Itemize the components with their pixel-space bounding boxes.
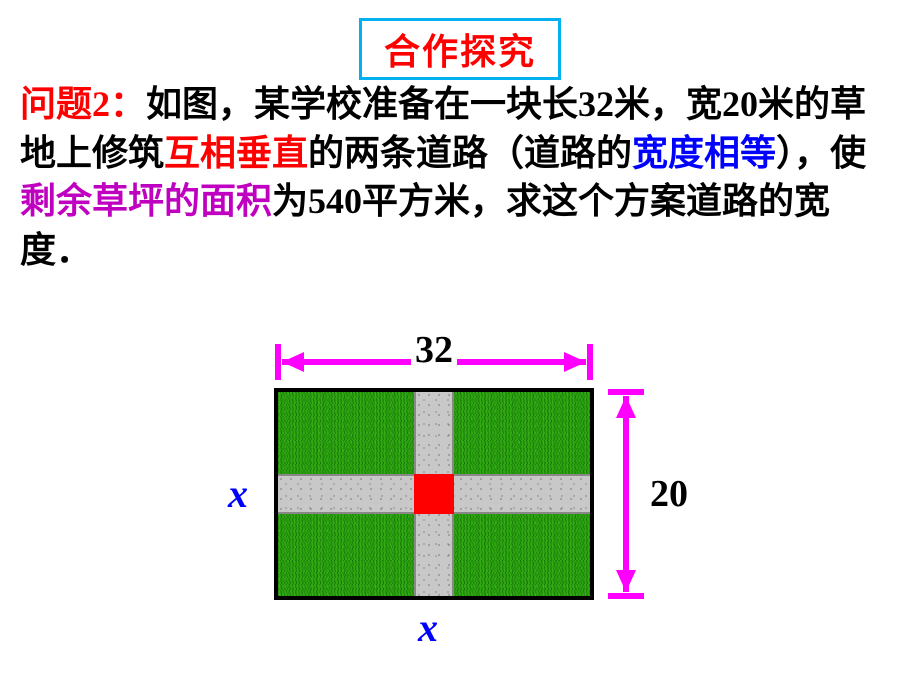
problem-part3: ），使	[776, 133, 866, 173]
problem-label: 问题2：	[20, 84, 146, 124]
title-box: 合作探究	[359, 18, 561, 80]
variable-x-bottom: x	[418, 604, 438, 651]
height-label: 20	[650, 388, 688, 600]
width-label: 32	[411, 328, 457, 372]
figure: 32 20 x x	[200, 340, 720, 670]
problem-blue: 宽度相等	[632, 133, 776, 173]
height-dimension	[604, 388, 648, 600]
height-arrow-icon	[604, 388, 648, 600]
width-dimension: 32	[274, 340, 594, 384]
problem-part2: 的两条道路（道路的	[308, 133, 632, 173]
problem-text: 问题2：如图，某学校准备在一块长32米，宽20米的草地上修筑互相垂直的两条道路（…	[20, 80, 900, 274]
grass-field	[274, 388, 594, 600]
problem-magenta: 剩余草坪的面积	[20, 181, 272, 221]
title-text: 合作探究	[384, 32, 536, 72]
problem-red: 互相垂直	[164, 133, 308, 173]
variable-x-left: x	[228, 470, 248, 517]
center-overlap-square	[414, 474, 454, 514]
